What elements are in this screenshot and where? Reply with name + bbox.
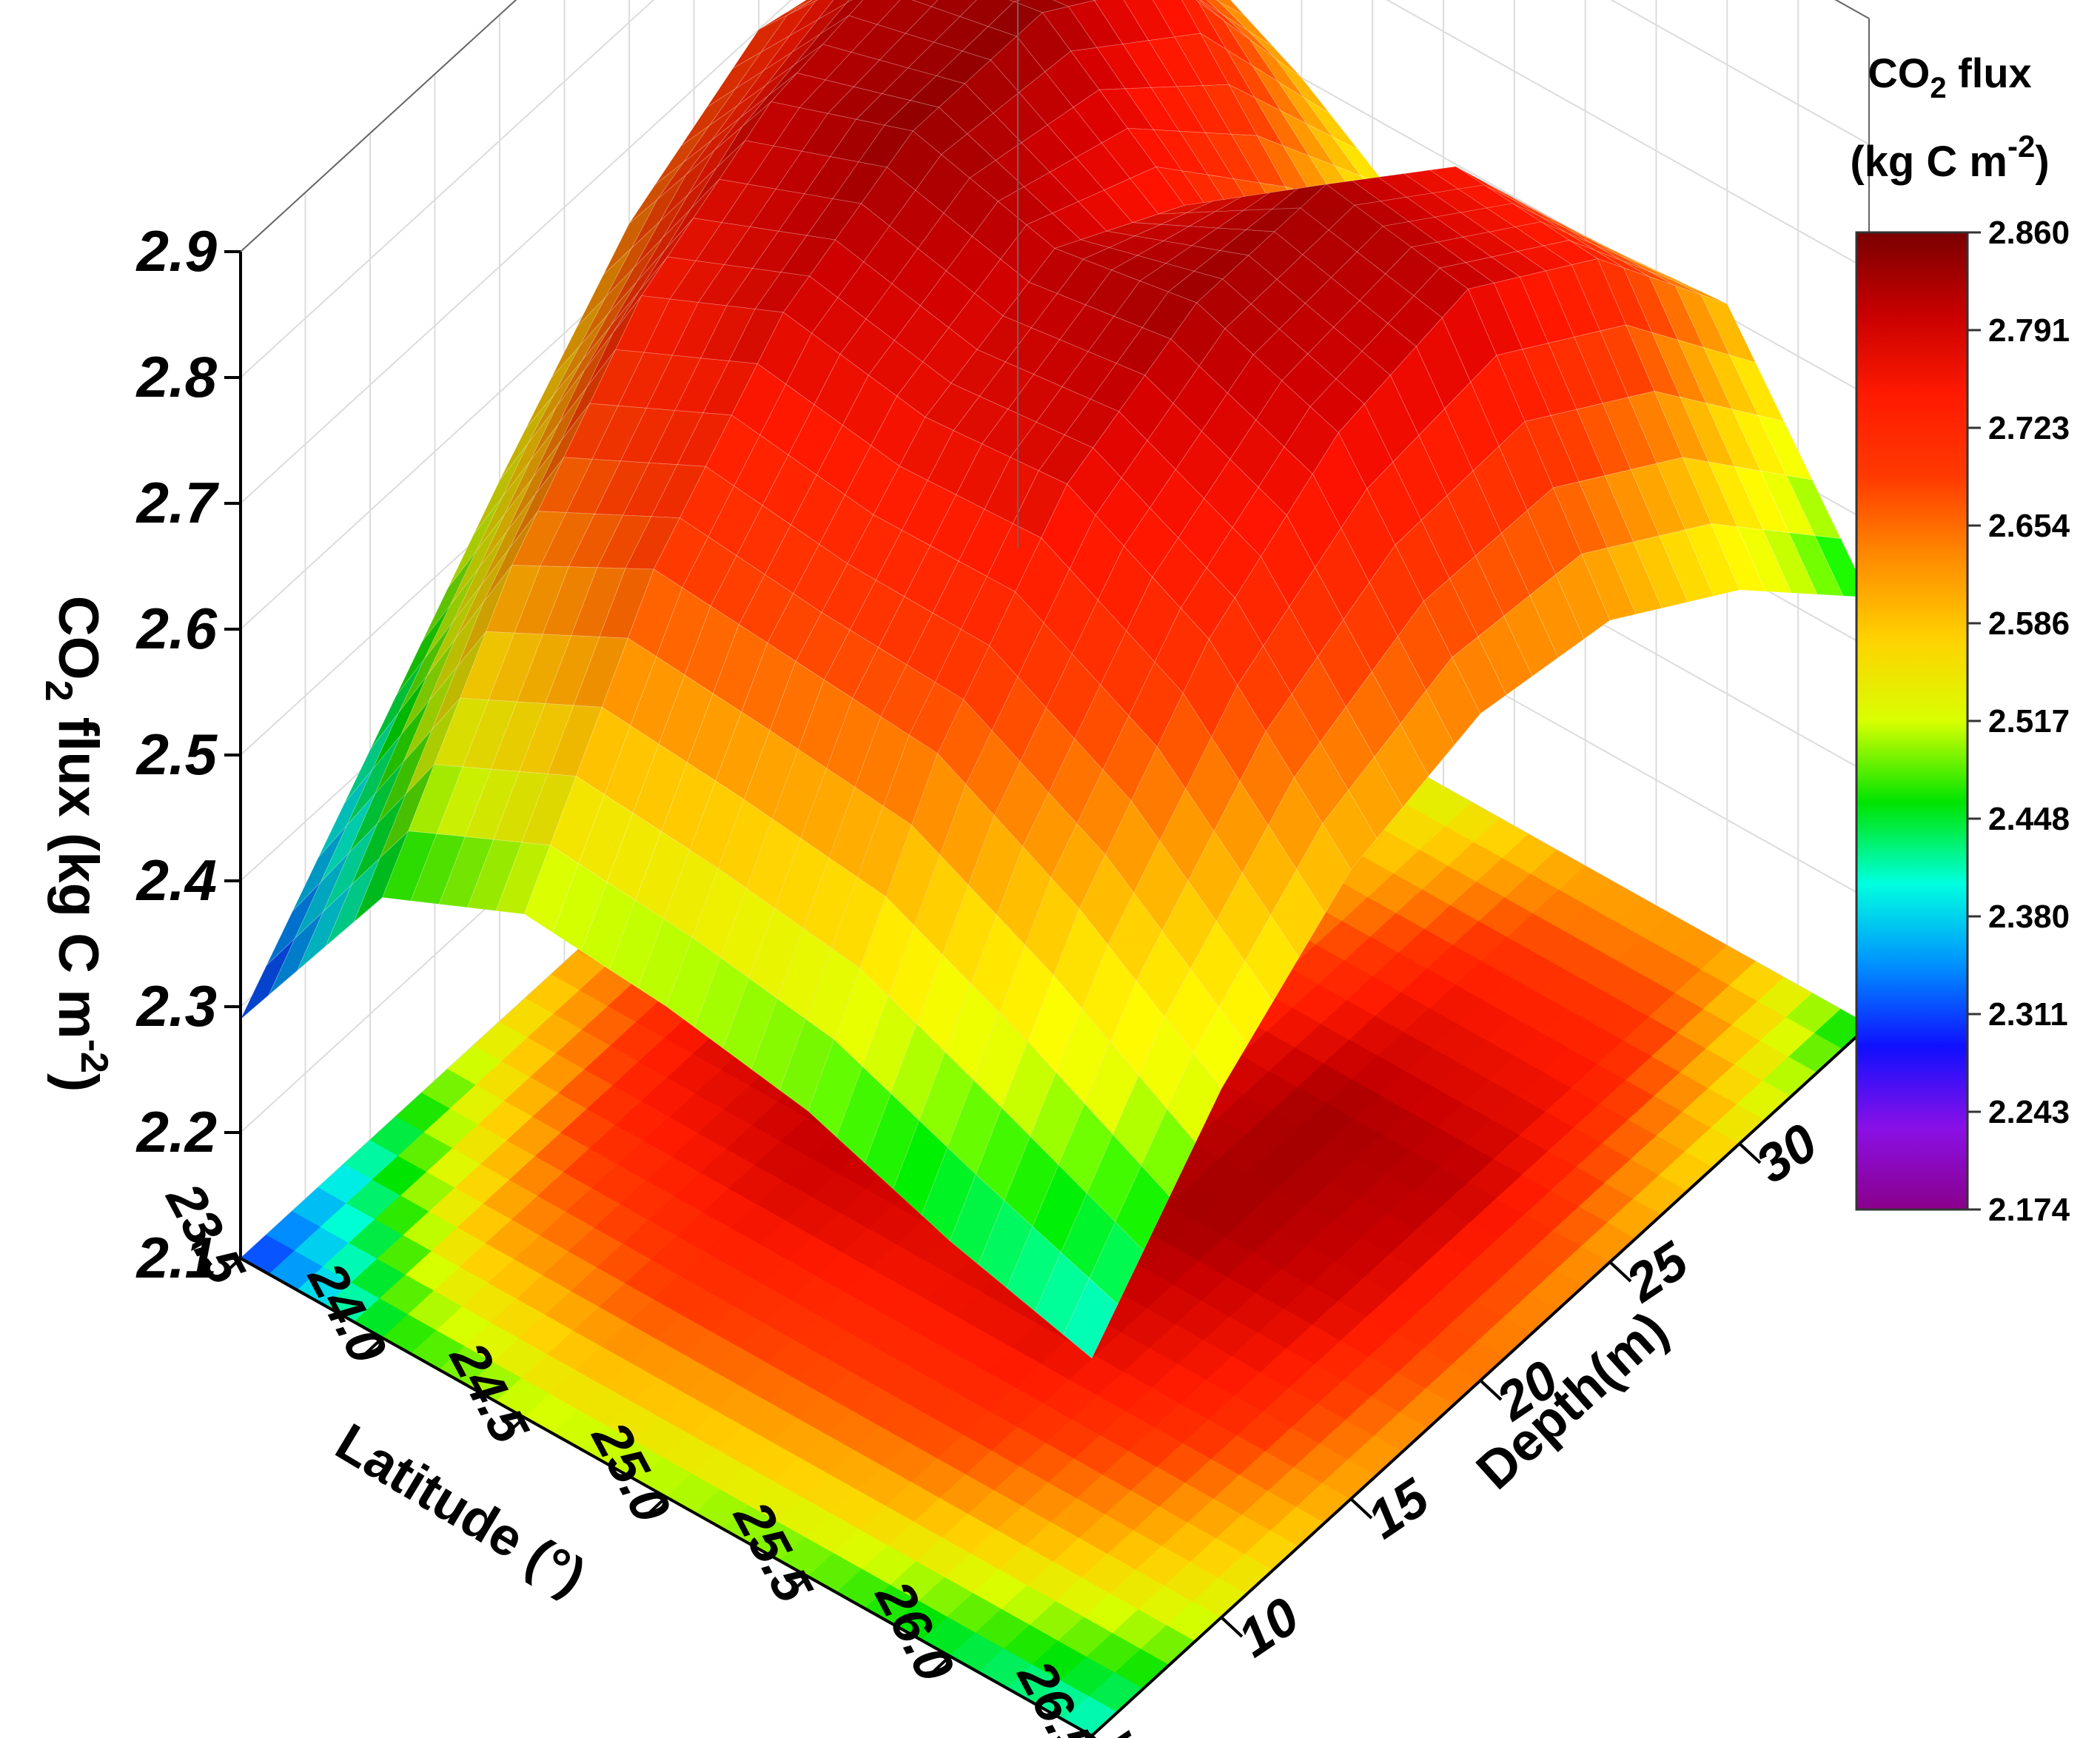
- z-tick-label: 2.2: [135, 1099, 217, 1164]
- z-tick-label: 2.1: [135, 1225, 217, 1290]
- y-tick-mark: [1479, 1379, 1503, 1401]
- surface-cell: [1788, 532, 1844, 597]
- x-tick-mark: [217, 1257, 242, 1281]
- colorbar-title-line2: (kg C m-2): [1850, 129, 2049, 186]
- surface-cell: [784, 0, 814, 14]
- z-tick-label: 2.4: [135, 848, 217, 913]
- surface-cell: [1063, 1278, 1118, 1359]
- colorbar-gradient: [1855, 231, 1969, 1211]
- colorbar-tick-label: 2.380: [1988, 899, 2070, 935]
- x-tick-mark: [500, 1416, 526, 1440]
- z-tick-label: 2.7: [135, 470, 220, 535]
- surface-cell: [1581, 547, 1637, 621]
- surface-cell: [845, 0, 853, 4]
- colorbar-tick-label: 2.517: [1988, 703, 2070, 739]
- z-tick-label: 2.8: [135, 344, 218, 409]
- colorbar-tick-label: 2.243: [1988, 1094, 2070, 1130]
- x-tick-mark: [785, 1575, 810, 1599]
- surface-cell: [1093, 0, 1098, 1]
- surface-cell: [815, 0, 819, 1]
- surface-cell: [1555, 553, 1611, 640]
- surface-cell: [1711, 523, 1766, 592]
- x-tick-mark: [926, 1655, 951, 1678]
- colorbar-tick-label: 2.654: [1988, 508, 2070, 544]
- surface-cell: [789, 0, 834, 36]
- surface-cell: [817, 0, 850, 20]
- z-tick-label: 2.5: [135, 722, 218, 787]
- colorbar-tick-label: 2.448: [1988, 801, 2070, 837]
- colorbar-tick-label: 2.311: [1988, 996, 2068, 1033]
- y-tick-mark: [1220, 1616, 1244, 1638]
- x-tick-mark: [643, 1496, 668, 1519]
- surface-cell: [930, 0, 977, 17]
- surface-cell: [1659, 529, 1714, 603]
- colorbar-tick-label: 2.174: [1988, 1192, 2070, 1228]
- y-tick-mark: [1349, 1497, 1373, 1520]
- y-tick-mark: [1738, 1142, 1762, 1164]
- z-axis-title: CO2 flux (kg C m-2): [37, 596, 115, 1093]
- colorbar-tick-label: 2.791: [1988, 312, 2070, 349]
- surface-cell: [1503, 594, 1559, 677]
- colorbar: CO2 flux (kg C m-2) 2.860 2.791 2.723 2.654…: [1850, 50, 2070, 1228]
- colorbar-ticks: 2.860 2.791 2.723 2.654 2.586 2.517 2.448 2.380…: [1968, 215, 2070, 1228]
- surface-cell: [1607, 541, 1663, 615]
- surface-cell: [1762, 529, 1818, 595]
- surface-cell: [758, 0, 814, 30]
- surface-cell: [1685, 523, 1740, 597]
- z-tick-label: 2.6: [135, 596, 218, 661]
- colorbar-tick-label: 2.586: [1988, 605, 2070, 642]
- surface-mesh: [240, 0, 1870, 1359]
- surface-cell: [1529, 574, 1585, 659]
- x-tick-mark: [359, 1337, 384, 1360]
- x-axis-title: Latitude (°): [326, 1412, 595, 1607]
- surface-cell: [1633, 535, 1688, 609]
- surface-cell: [1737, 526, 1792, 594]
- colorbar-tick-label: 2.860: [1988, 215, 2070, 251]
- z-tick-label: 2.9: [135, 218, 218, 283]
- z-tick-label: 2.3: [135, 973, 217, 1039]
- colorbar-tick-label: 2.723: [1988, 410, 2070, 446]
- colorbar-title-line1: CO2 flux: [1868, 50, 2031, 104]
- y-tick-mark: [1608, 1261, 1632, 1283]
